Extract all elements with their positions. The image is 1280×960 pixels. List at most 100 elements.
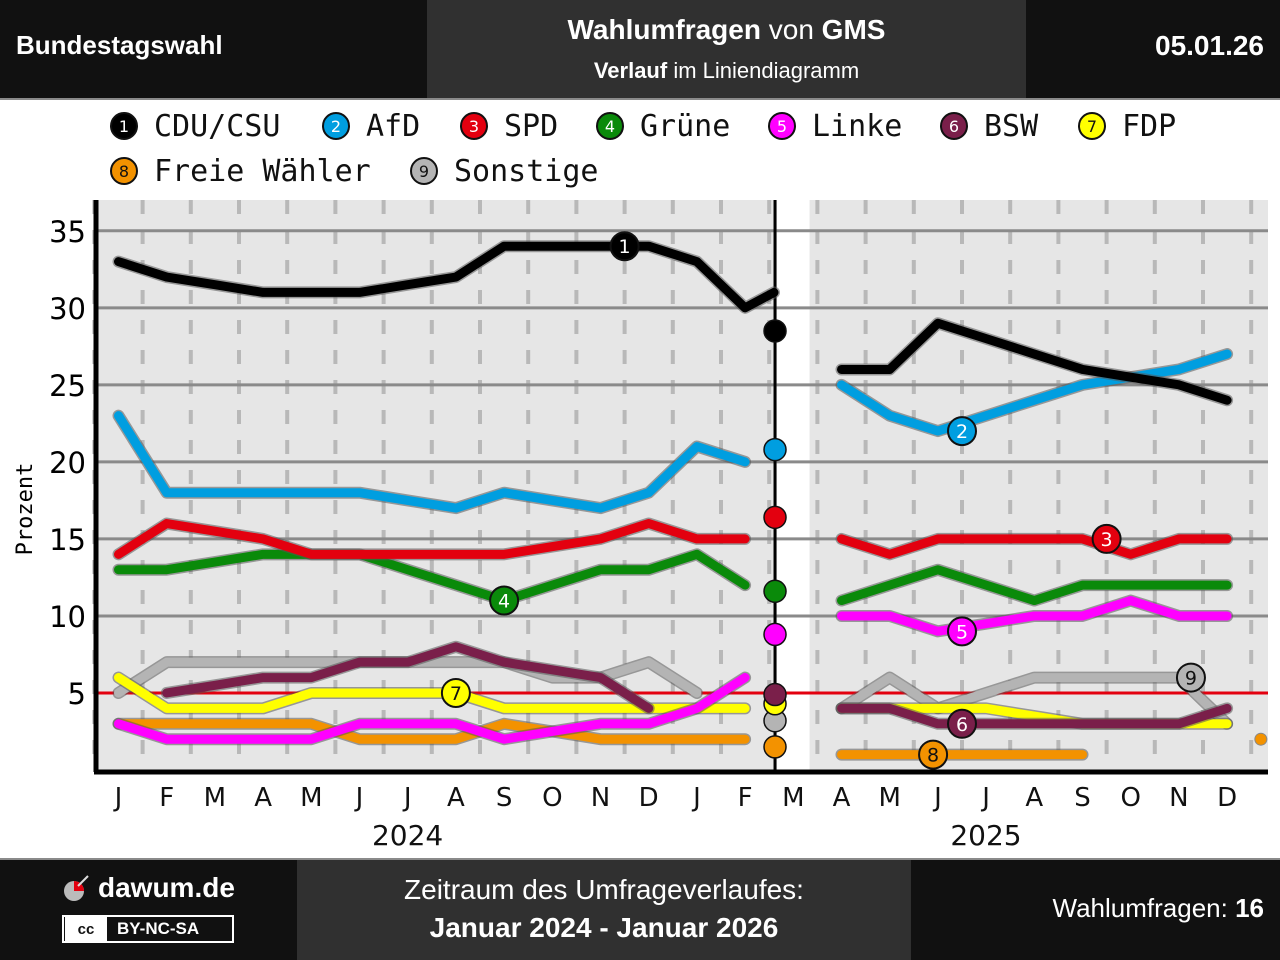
- series-line-sonst: [837, 673, 1232, 729]
- legend-label-linke: Linke: [812, 108, 903, 144]
- series-number-label-fdp: 7: [450, 683, 462, 705]
- month-label: A: [447, 783, 465, 813]
- month-label: M: [204, 783, 226, 813]
- series-number-label-cdu: 1: [619, 236, 631, 258]
- legend-label-sonst: Sonstige: [454, 153, 599, 189]
- series-number-label-linke: 5: [956, 621, 968, 643]
- month-label: J: [980, 783, 990, 813]
- series-line-afd: [114, 411, 750, 513]
- legend-dot-sonst: 9: [410, 157, 438, 185]
- month-label: J: [691, 783, 701, 813]
- legend-item-bsw: 6 BSW: [940, 106, 1038, 146]
- footer-divider: [0, 858, 1280, 860]
- series-line-afd: [837, 349, 1232, 436]
- month-label: D: [639, 783, 659, 813]
- legend-label-fdp: FDP: [1122, 108, 1177, 144]
- election-gap: [777, 200, 810, 770]
- month-label: F: [159, 783, 174, 813]
- cc-icon: cc: [65, 917, 107, 941]
- series-line-linke: [114, 673, 750, 744]
- series-number-label-sonst: 9: [1185, 668, 1197, 690]
- y-tick-label: 20: [49, 446, 86, 480]
- license-text: BY-NC-SA: [117, 919, 200, 938]
- series-number-label-bsw: 6: [956, 714, 968, 736]
- series-line-bsw: [837, 703, 1232, 729]
- range-label: Zeitraum des Umfrageverlaufes:: [404, 874, 804, 905]
- legend-dot-fw: 8: [110, 157, 138, 185]
- election-result-dot-gruene: [763, 579, 787, 604]
- legend-label-fw: Freie Wähler: [154, 153, 371, 189]
- institute-name: GMS: [821, 14, 886, 45]
- series-line-cdu: [114, 241, 779, 313]
- month-label: S: [1074, 783, 1091, 813]
- month-label: J: [354, 783, 364, 813]
- month-label: A: [254, 783, 272, 813]
- site-name: dawum.de: [98, 872, 235, 903]
- series-line-linke: [837, 596, 1232, 636]
- legend-dot-fdp: 7: [1078, 112, 1106, 140]
- year-label: 2024: [372, 819, 443, 852]
- footer-center-panel: [297, 860, 911, 960]
- site-logo[interactable]: dawum.de: [62, 872, 235, 904]
- election-result-dot-spd: [763, 505, 787, 530]
- month-label: M: [878, 783, 900, 813]
- series-line-fw: [114, 719, 750, 744]
- legend-item-cdu: 1 CDU/CSU: [110, 106, 280, 146]
- series-number-marker-gruene: [489, 585, 520, 616]
- series-line-spd: [837, 534, 1232, 559]
- month-label: J: [402, 783, 412, 813]
- election-result-dot-cdu: [763, 319, 787, 343]
- y-tick-label: 30: [49, 292, 86, 326]
- month-label: J: [113, 783, 123, 813]
- y-tick-label: 35: [49, 215, 86, 249]
- month-label: M: [300, 783, 322, 813]
- month-label: A: [1025, 783, 1043, 813]
- series-number-marker-fw: [918, 739, 949, 770]
- y-tick-label: 10: [49, 600, 86, 634]
- series-number-marker-bsw: [947, 708, 977, 739]
- y-tick-label: 5: [68, 677, 86, 711]
- legend-item-afd: 2 AfD: [322, 106, 420, 146]
- series-number-label-fw: 8: [927, 745, 939, 767]
- series-number-marker-cdu: [609, 231, 640, 262]
- header-divider: [0, 98, 1280, 100]
- y-axis-label: Prozent: [13, 463, 38, 556]
- legend-label-bsw: BSW: [984, 108, 1039, 144]
- legend-dot-linke: 5: [768, 112, 796, 140]
- header-date: 05.01.26: [1155, 30, 1264, 61]
- legend-dot-gruene: 4: [596, 112, 624, 140]
- series-number-marker-sonst: [1175, 662, 1206, 693]
- legend-label-spd: SPD: [504, 108, 559, 144]
- series-number-label-gruene: 4: [498, 591, 510, 613]
- series-number-label-spd: 3: [1101, 529, 1113, 551]
- y-tick-label: 15: [49, 523, 86, 557]
- license-badge[interactable]: cc BY-NC-SA: [62, 915, 234, 943]
- logo-icon: [64, 875, 89, 901]
- election-result-dot-fw: [763, 735, 787, 759]
- month-label: F: [738, 783, 753, 813]
- month-label: J: [932, 783, 942, 813]
- series-line-cdu: [837, 318, 1232, 405]
- legend-item-fw: 8 Freie Wähler: [110, 151, 371, 191]
- series-line-bsw: [162, 642, 654, 713]
- poll-count-label: Wahlumfragen:: [1052, 893, 1236, 923]
- series-line-gruene: [837, 565, 1232, 606]
- legend-item-sonst: 9 Sonstige: [410, 151, 599, 191]
- title-mid-part: von: [760, 14, 822, 45]
- year-label: 2025: [950, 819, 1021, 852]
- legend-dot-afd: 2: [322, 112, 350, 140]
- chart-subtitle: Verlauf im Liniendiagramm: [427, 58, 1026, 84]
- legend-item-fdp: 7 FDP: [1078, 106, 1176, 146]
- legend-item-gruene: 4 Grüne: [596, 106, 730, 146]
- month-label: S: [496, 783, 513, 813]
- month-label: O: [542, 783, 562, 813]
- series-number-marker-linke: [947, 616, 977, 647]
- legend-label-afd: AfD: [366, 108, 421, 144]
- legend-label-cdu: CDU/CSU: [154, 108, 281, 144]
- header-center-panel: [427, 0, 1026, 98]
- month-label: N: [1169, 783, 1188, 813]
- subtitle-bold-part: Verlauf: [593, 58, 668, 83]
- month-label: N: [591, 783, 610, 813]
- legend-label-gruene: Grüne: [640, 108, 731, 144]
